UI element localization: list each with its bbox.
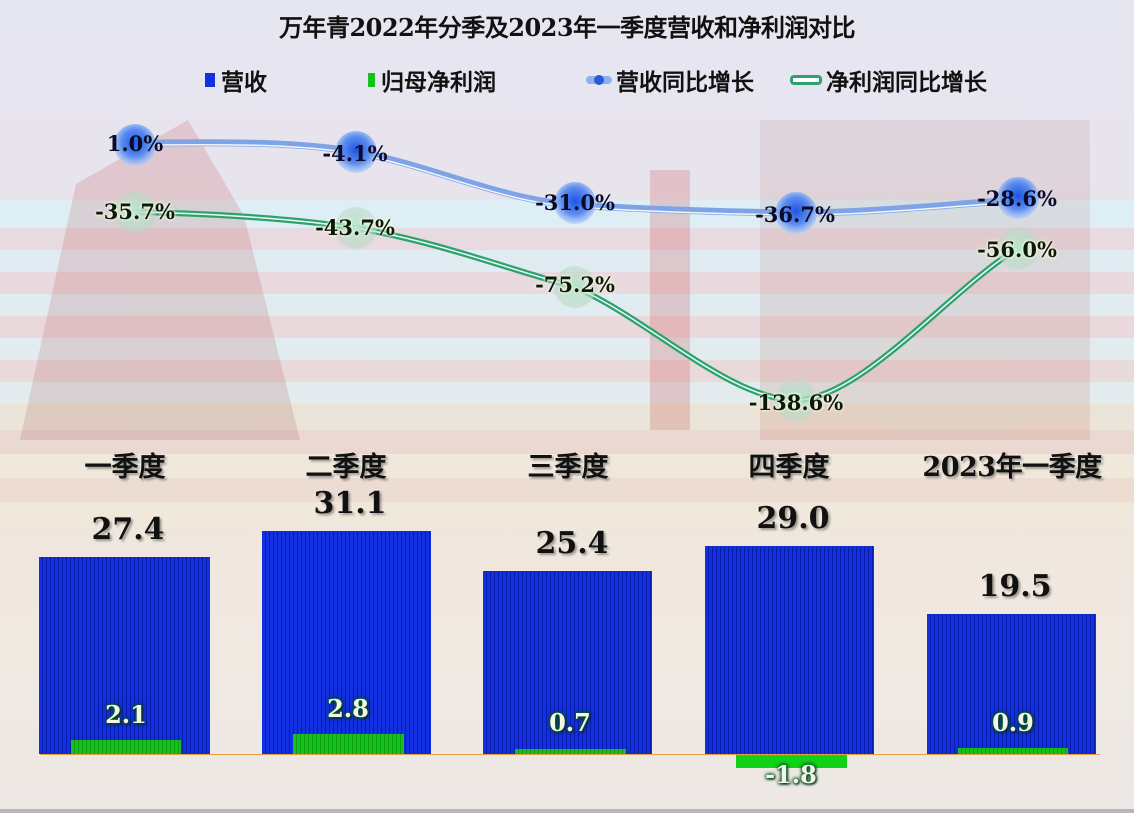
legend-item-revenue: 营收 xyxy=(205,63,267,97)
revenue-bar xyxy=(927,614,1096,754)
revenue-bar xyxy=(483,571,652,754)
legend-item-net-profit: 归母净利润 xyxy=(368,63,496,97)
net-profit-bar xyxy=(515,749,626,754)
net-profit-bar xyxy=(71,740,181,754)
chart-title: 万年青2022年分季及2023年一季度营收和净利润对比 xyxy=(278,13,856,42)
revenue-swatch-icon xyxy=(205,73,215,87)
net-profit-yoy-line xyxy=(114,191,1039,421)
net-profit-yoy-marker xyxy=(114,191,156,233)
revenue-yoy-label: -28.6% xyxy=(977,186,1057,211)
revenue-value-label: 19.5 xyxy=(978,569,1052,604)
revenue-yoy-marker xyxy=(114,124,156,166)
net-profit-yoy-label: -56.0% xyxy=(977,237,1057,262)
revenue-bar xyxy=(39,557,210,754)
legend-item-net-profit-yoy: 净利润同比增长 xyxy=(790,63,987,97)
bottom-border xyxy=(0,809,1134,813)
revenue-yoy-marker xyxy=(775,192,817,234)
net-profit-value-label: 2.8 xyxy=(327,694,369,723)
net-profit-value-label: 0.7 xyxy=(549,708,591,737)
net-profit-bar xyxy=(958,748,1068,754)
net-profit-yoy-label: -43.7% xyxy=(315,215,395,240)
net-profit-value-label: -1.8 xyxy=(765,760,817,789)
revenue-yoy-line-icon xyxy=(586,75,612,85)
revenue-value-label: 25.4 xyxy=(535,526,609,561)
x-axis-baseline xyxy=(40,754,1100,755)
net-profit-value-label: 0.9 xyxy=(992,708,1034,737)
revenue-bar xyxy=(262,531,431,754)
revenue-yoy-line xyxy=(114,124,1039,234)
category-label: 2023年一季度 xyxy=(922,452,1102,483)
revenue-yoy-marker xyxy=(335,131,377,173)
net-profit-yoy-label: -35.7% xyxy=(95,199,175,224)
net-profit-yoy-label: -75.2% xyxy=(535,272,615,297)
revenue-yoy-label: -31.0% xyxy=(535,190,615,215)
net-profit-value-label: 2.1 xyxy=(105,700,147,729)
net-profit-bar xyxy=(736,755,847,768)
revenue-value-label: 27.4 xyxy=(91,512,165,547)
category-label: 四季度 xyxy=(748,452,830,483)
net-profit-yoy-marker xyxy=(554,266,596,308)
category-label: 二季度 xyxy=(305,452,387,483)
revenue-yoy-marker xyxy=(997,177,1039,219)
legend-item-revenue-yoy: 营收同比增长 xyxy=(586,63,754,97)
category-label: 三季度 xyxy=(527,452,609,483)
revenue-bar xyxy=(705,546,874,754)
net-profit-yoy-marker xyxy=(335,207,377,249)
revenue-value-label: 29.0 xyxy=(756,501,830,536)
revenue-yoy-label: -36.7% xyxy=(755,202,835,227)
legend-label: 营收 xyxy=(221,69,267,96)
net-profit-yoy-label: -138.6% xyxy=(748,390,844,415)
net-profit-yoy-marker xyxy=(775,379,817,421)
revenue-yoy-marker xyxy=(554,182,596,224)
legend-label: 营收同比增长 xyxy=(616,69,754,96)
legend-label: 净利润同比增长 xyxy=(826,69,987,96)
revenue-value-label: 31.1 xyxy=(313,486,387,521)
net-profit-yoy-line-icon xyxy=(790,75,822,85)
category-label: 一季度 xyxy=(84,452,166,483)
revenue-yoy-label: -4.1% xyxy=(322,141,388,166)
net-profit-swatch-icon xyxy=(368,73,375,87)
revenue-yoy-label: 1.0% xyxy=(106,131,164,156)
legend: 营收 归母净利润 营收同比增长 净利润同比增长 xyxy=(0,63,1134,96)
net-profit-bar xyxy=(293,734,404,754)
net-profit-yoy-marker xyxy=(997,227,1039,269)
legend-label: 归母净利润 xyxy=(381,69,496,96)
